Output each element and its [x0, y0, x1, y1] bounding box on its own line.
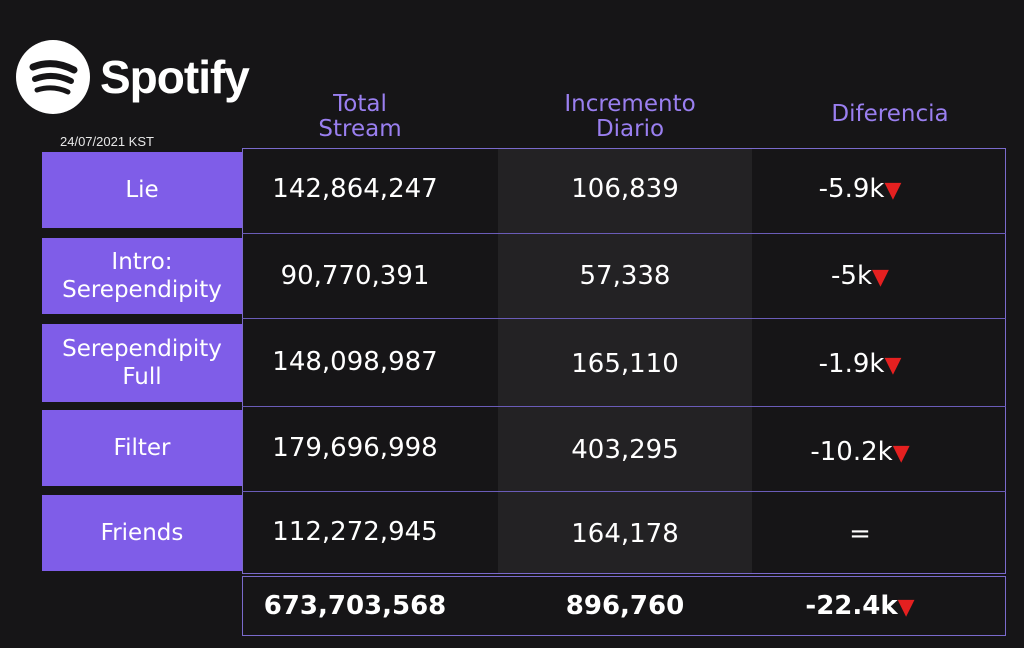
difference-cell: -1.9k▼: [818, 349, 902, 379]
row-divider: [242, 318, 1006, 319]
down-arrow-icon: ▼: [872, 265, 889, 290]
difference-cell: -10.2k▼: [810, 437, 910, 467]
row-divider: [242, 233, 1006, 234]
header-difference: Diferencia: [831, 101, 949, 127]
total-stream-cell: 179,696,998: [272, 433, 438, 463]
song-label-intro-serependipity: Intro: Serependipity: [42, 238, 242, 314]
daily-increment-cell: 403,295: [571, 435, 679, 465]
stream-table: [242, 148, 1006, 574]
down-arrow-icon: ▼: [884, 353, 902, 378]
grand-total-stream: 673,703,568: [263, 591, 447, 621]
song-label-filter: Filter: [42, 410, 242, 486]
daily-increment-cell: 106,839: [571, 174, 679, 204]
difference-cell: =: [849, 519, 871, 549]
total-stream-cell: 148,098,987: [272, 347, 438, 377]
row-divider: [242, 406, 1006, 407]
header-total-stream: Total Stream: [318, 91, 402, 142]
daily-increment-cell: 57,338: [579, 261, 671, 291]
song-label-lie: Lie: [42, 152, 242, 228]
daily-increment-cell: 164,178: [571, 519, 679, 549]
brand-name: Spotify: [100, 51, 250, 103]
song-label-friends: Friends: [42, 495, 242, 571]
difference-cell: -5.9k▼: [818, 174, 902, 204]
song-label-serependipity-full: Serependipity Full: [42, 324, 242, 402]
spotify-logo: Spotify: [16, 40, 250, 114]
grand-total-increment: 896,760: [565, 591, 685, 621]
spotify-icon: [16, 40, 90, 114]
down-arrow-icon: ▼: [897, 595, 915, 620]
grand-total-difference: -22.4k▼: [805, 591, 915, 621]
daily-increment-cell: 165,110: [571, 349, 679, 379]
down-arrow-icon: ▼: [884, 178, 902, 203]
down-arrow-icon: ▼: [892, 441, 910, 466]
total-stream-cell: 90,770,391: [280, 261, 430, 291]
row-divider: [242, 491, 1006, 492]
total-stream-cell: 112,272,945: [272, 517, 438, 547]
difference-cell: -5k▼: [831, 261, 889, 291]
total-stream-cell: 142,864,247: [272, 174, 438, 204]
totals-row: [242, 576, 1006, 636]
report-date: 24/07/2021 KST: [60, 134, 154, 149]
increment-column-background: [498, 149, 752, 573]
header-daily-increment: Incremento Diario: [564, 91, 696, 142]
